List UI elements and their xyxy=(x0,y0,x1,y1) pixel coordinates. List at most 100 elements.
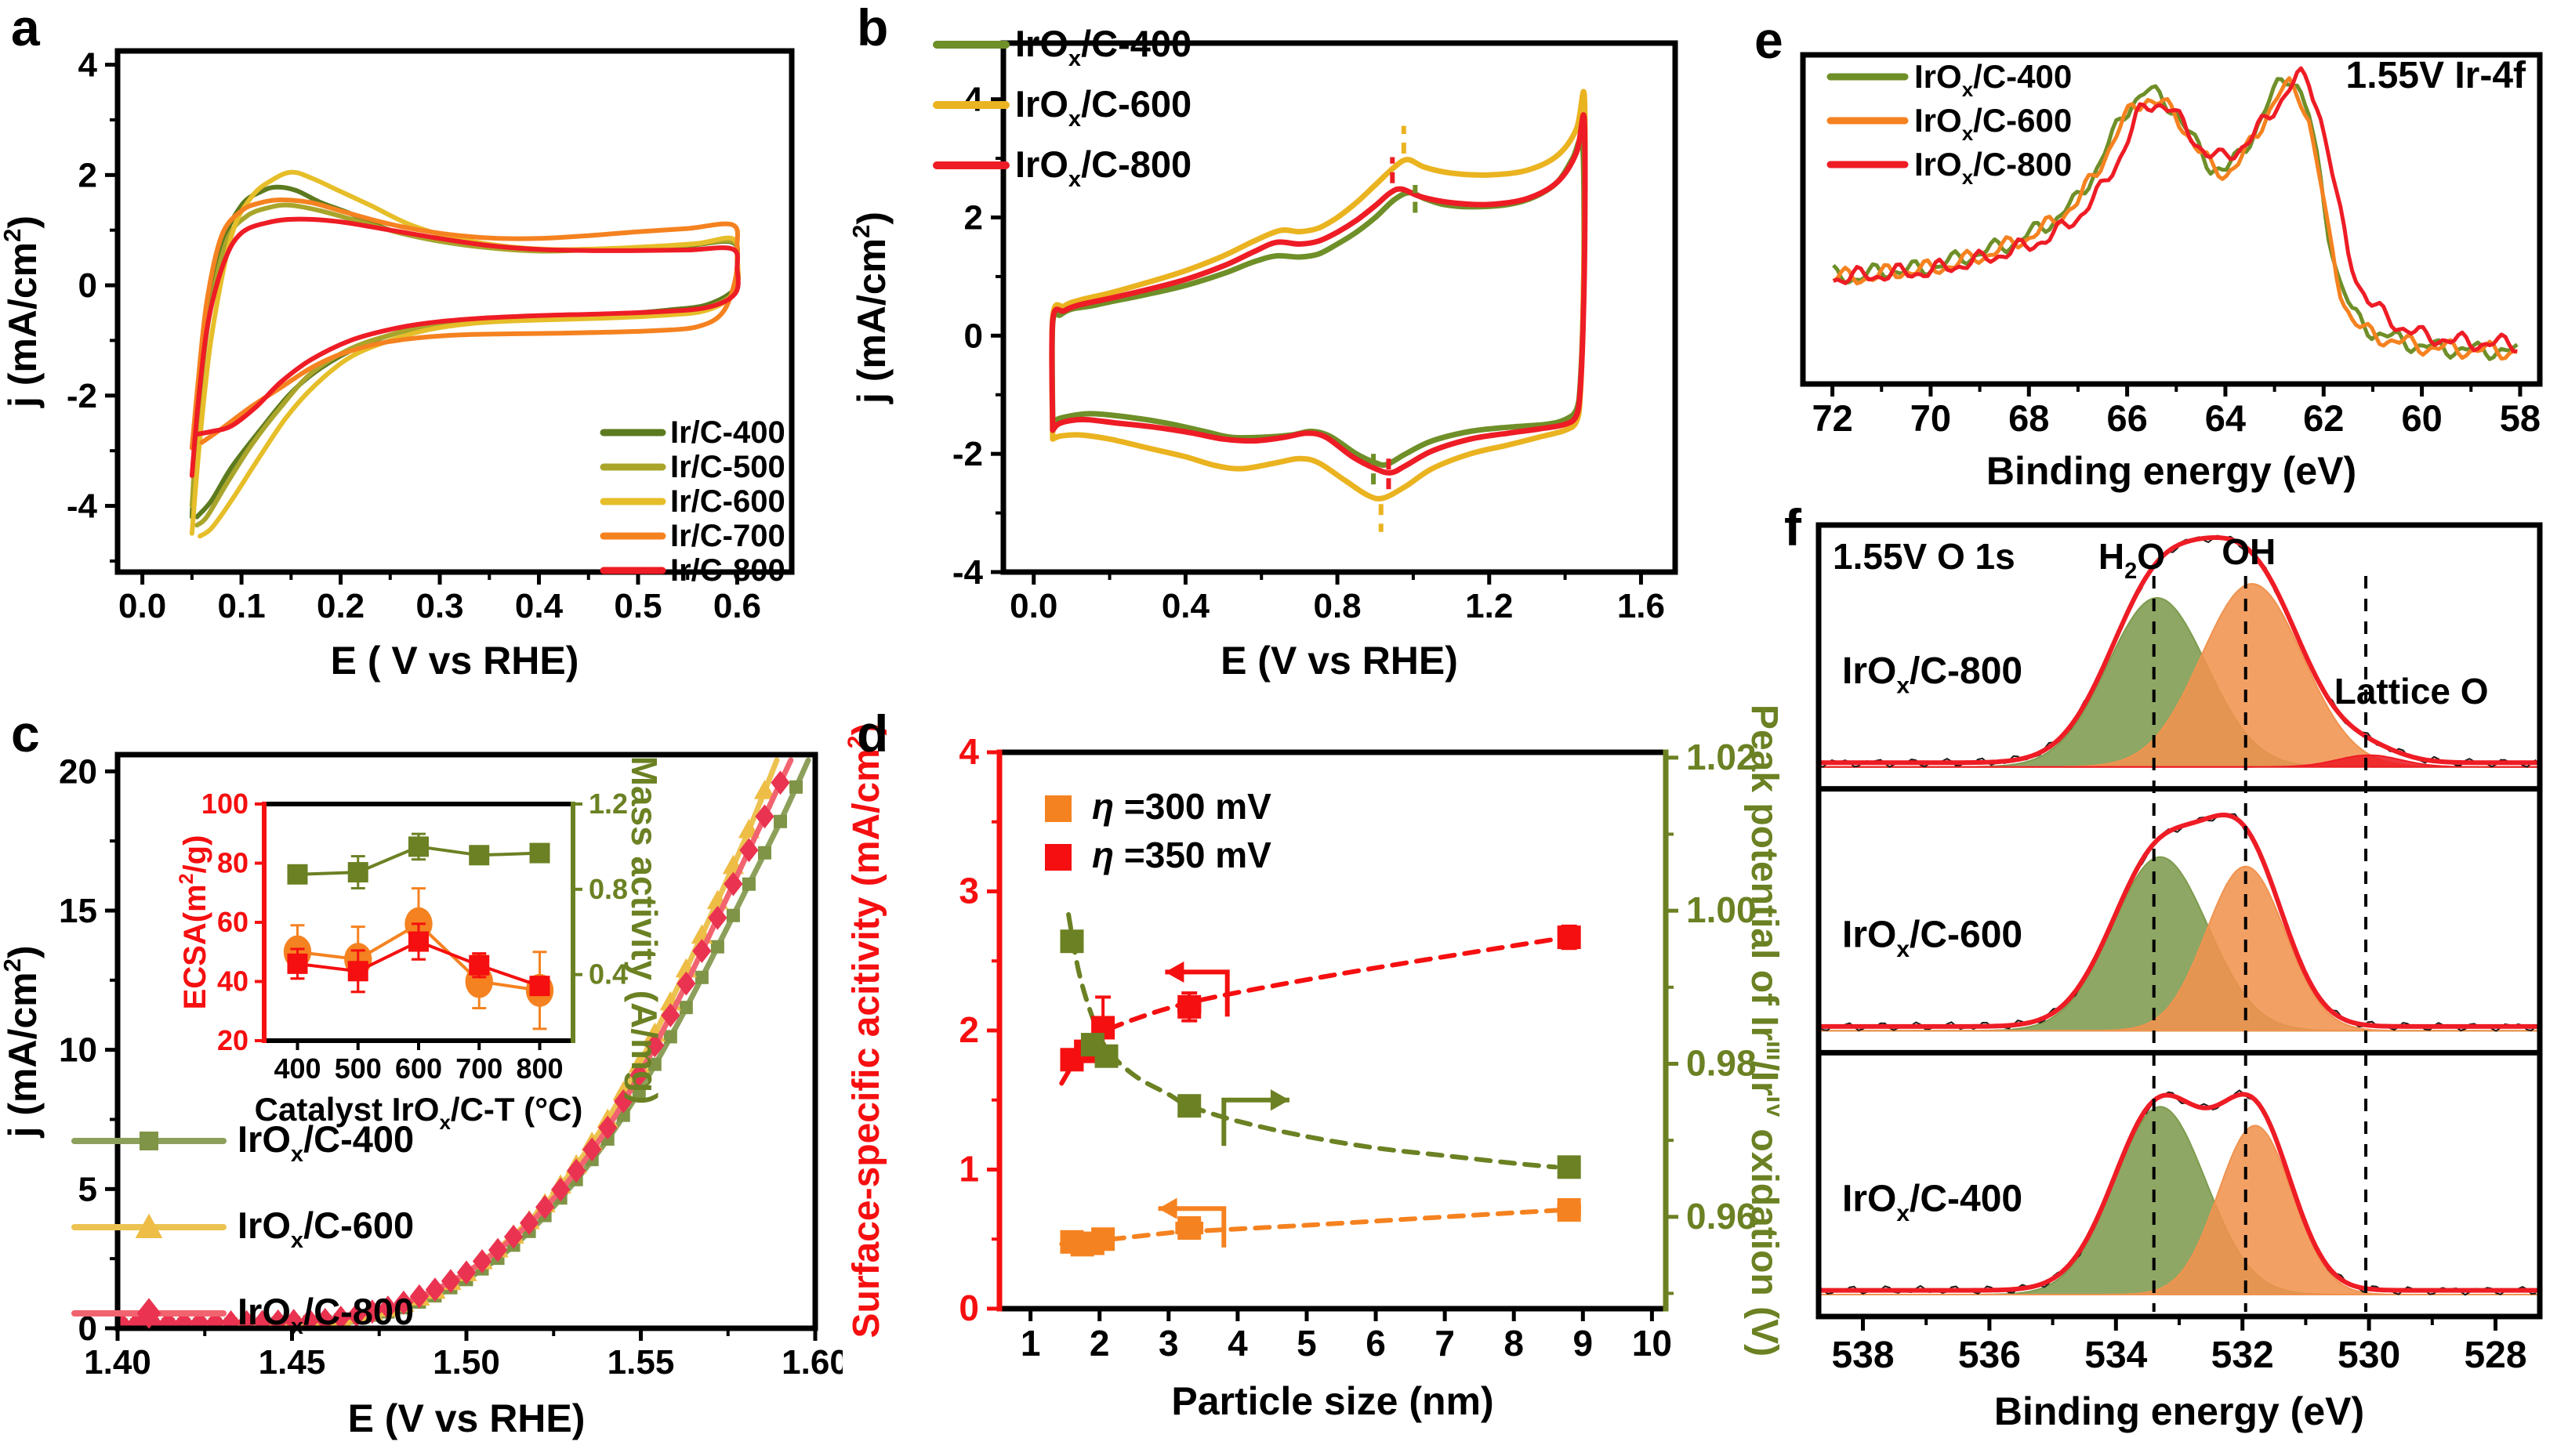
inset-marker xyxy=(469,954,490,976)
point-peak-potential xyxy=(1557,1155,1581,1179)
inset-y-tick-label: 0.8 xyxy=(589,873,628,905)
x-tick-label: 1.40 xyxy=(84,1343,151,1382)
legend-swatch xyxy=(1045,844,1072,871)
text-run: x xyxy=(439,1110,451,1134)
legend-marker xyxy=(135,1213,163,1238)
x-tick-label: 0.5 xyxy=(614,587,662,625)
x-tick-label: 64 xyxy=(2205,397,2246,439)
marker-diamond xyxy=(299,1308,319,1326)
legend-label: IrOx/C-600 xyxy=(1015,83,1192,132)
panel-f: f IrOx/C-800 IrOx/C-600 IrOx/C-400 538 536 53… xyxy=(1709,502,2568,1456)
marker-diamond xyxy=(708,905,727,930)
trend-peak-potential-trend xyxy=(1066,912,1558,1170)
marker-diamond xyxy=(582,1137,602,1162)
inset-x-tick-label: 400 xyxy=(274,1052,321,1085)
marker-square xyxy=(679,1001,693,1015)
point-eta350 xyxy=(1177,994,1202,1019)
y-axis-label: j (mA/cm2) xyxy=(0,216,45,408)
legend-marker xyxy=(140,1132,158,1150)
text-run: /C-600 xyxy=(1910,915,2022,956)
markers-IrO_x_/C-800 xyxy=(120,770,790,1326)
panel-a: a 0.0 0.1 0.2 0.3 0.4 0.5 0.6 -4 -2 0 2 4 E ( V vs R… xyxy=(0,0,843,701)
panel-a-svg: 0.0 0.1 0.2 0.3 0.4 0.5 0.6 -4 -2 0 2 4 E ( V vs RHE… xyxy=(0,46,795,683)
lsv-curves xyxy=(120,757,811,1326)
text-run: j (mA/cm xyxy=(850,238,894,404)
y-tick-label: 5 xyxy=(78,1170,97,1208)
marker-square xyxy=(742,877,756,891)
text-run: IrO xyxy=(1914,102,1962,139)
point-peak-potential xyxy=(1060,929,1084,954)
text-run: H xyxy=(2098,536,2124,577)
text-run: x xyxy=(1068,46,1081,71)
x-tick-label: 538 xyxy=(1831,1335,1894,1376)
y-tick-label: 0 xyxy=(964,317,983,355)
legend-label: IrOx/C-400 xyxy=(238,1118,414,1167)
inset-marker xyxy=(408,931,429,952)
x-tick-label: 5 xyxy=(1297,1323,1317,1364)
condition-annotation: 1.55V O 1s xyxy=(1833,536,2015,577)
marker-square xyxy=(710,940,724,954)
text-run: IrO xyxy=(238,1291,291,1332)
text-run: x xyxy=(291,1228,303,1253)
panel-c-chart: 1.40 1.45 1.50 1.55 1.60 0 5 10 15 20 E (V vs RHE)… xyxy=(0,701,849,1456)
marker-diamond xyxy=(346,1302,366,1326)
text-run: /C-800 xyxy=(303,1291,414,1332)
text-run: 2 xyxy=(0,229,26,242)
y-tick-label: 3 xyxy=(959,871,979,911)
sample-label: IrOx/C-600 xyxy=(1842,915,2022,963)
x-tick-label: 530 xyxy=(2338,1335,2400,1376)
x-tick-label: 0.6 xyxy=(713,587,761,625)
xps-subpanel-1: IrOx/C-600 xyxy=(1818,813,2541,1032)
x-tick-label: 1.60 xyxy=(782,1343,843,1382)
y-tick-label: 15 xyxy=(59,892,97,930)
xps-subpanel-0: IrOx/C-800 xyxy=(1818,534,2541,768)
arrow-head xyxy=(1165,961,1184,983)
inset-marker xyxy=(408,836,429,857)
x-tick-label: 1.55 xyxy=(608,1343,675,1382)
marker-diamond xyxy=(221,1310,241,1326)
x-tick-label: 70 xyxy=(1910,397,1951,439)
curve-Ir/C-800 xyxy=(189,216,741,478)
sample-label: IrOx/C-400 xyxy=(1842,1178,2022,1226)
x-tick-label: 0.1 xyxy=(218,587,266,625)
x-tick-label: 534 xyxy=(2084,1335,2147,1376)
legend-label: IrOx/C-600 xyxy=(1914,102,2072,145)
text-run: ECSA(m xyxy=(178,884,212,1009)
legend-swatch xyxy=(1045,795,1072,822)
x-tick-label: 1.6 xyxy=(1617,587,1665,625)
oh-label: OH xyxy=(2222,531,2276,572)
point-eta300 xyxy=(1557,1197,1581,1222)
inset-marker xyxy=(529,842,550,864)
y-tick-label: 0 xyxy=(78,266,97,305)
x-tick-label: 7 xyxy=(1435,1323,1455,1364)
cv-curves xyxy=(1049,89,1588,532)
text-run: 2 xyxy=(176,873,198,884)
text-run: 2 xyxy=(0,958,26,972)
text-run: Peak potential of Ir xyxy=(1743,704,1779,1041)
y-tick-label: -2 xyxy=(952,435,983,473)
text-run: Surface-specific acitivity (mA/cm xyxy=(846,748,887,1338)
text-run: IrO xyxy=(238,1118,291,1160)
text-run: x xyxy=(1962,121,1974,145)
sample-label: IrOx/C-800 xyxy=(1842,650,2022,699)
inset-y-tick-label: 60 xyxy=(217,906,248,938)
text-run: /C-T (°C) xyxy=(451,1091,582,1128)
marker-diamond xyxy=(158,1310,178,1326)
text-run: j (mA/cm xyxy=(1,242,45,408)
y-tick-label: -4 xyxy=(952,553,984,592)
legend-label: Ir/C-400 xyxy=(670,415,785,450)
panel-letter-d: d xyxy=(857,704,889,762)
text-run: IrO xyxy=(238,1204,291,1246)
marker-diamond xyxy=(315,1308,335,1326)
legend-label: IrOx/C-800 xyxy=(1914,146,2072,189)
text-run: x xyxy=(1068,107,1081,132)
marker-diamond xyxy=(551,1177,571,1202)
text-run: x xyxy=(291,1142,303,1167)
trend-eta350-trend xyxy=(1059,933,1579,1086)
x-tick-label: 1.50 xyxy=(433,1343,500,1382)
cv-curves xyxy=(189,169,741,539)
envelope-fit xyxy=(1819,813,2540,1029)
x-axis-label: Binding energy (eV) xyxy=(1994,1389,2364,1433)
x-tick-label: 0.0 xyxy=(1010,587,1057,625)
text-run: 2 xyxy=(843,736,869,749)
